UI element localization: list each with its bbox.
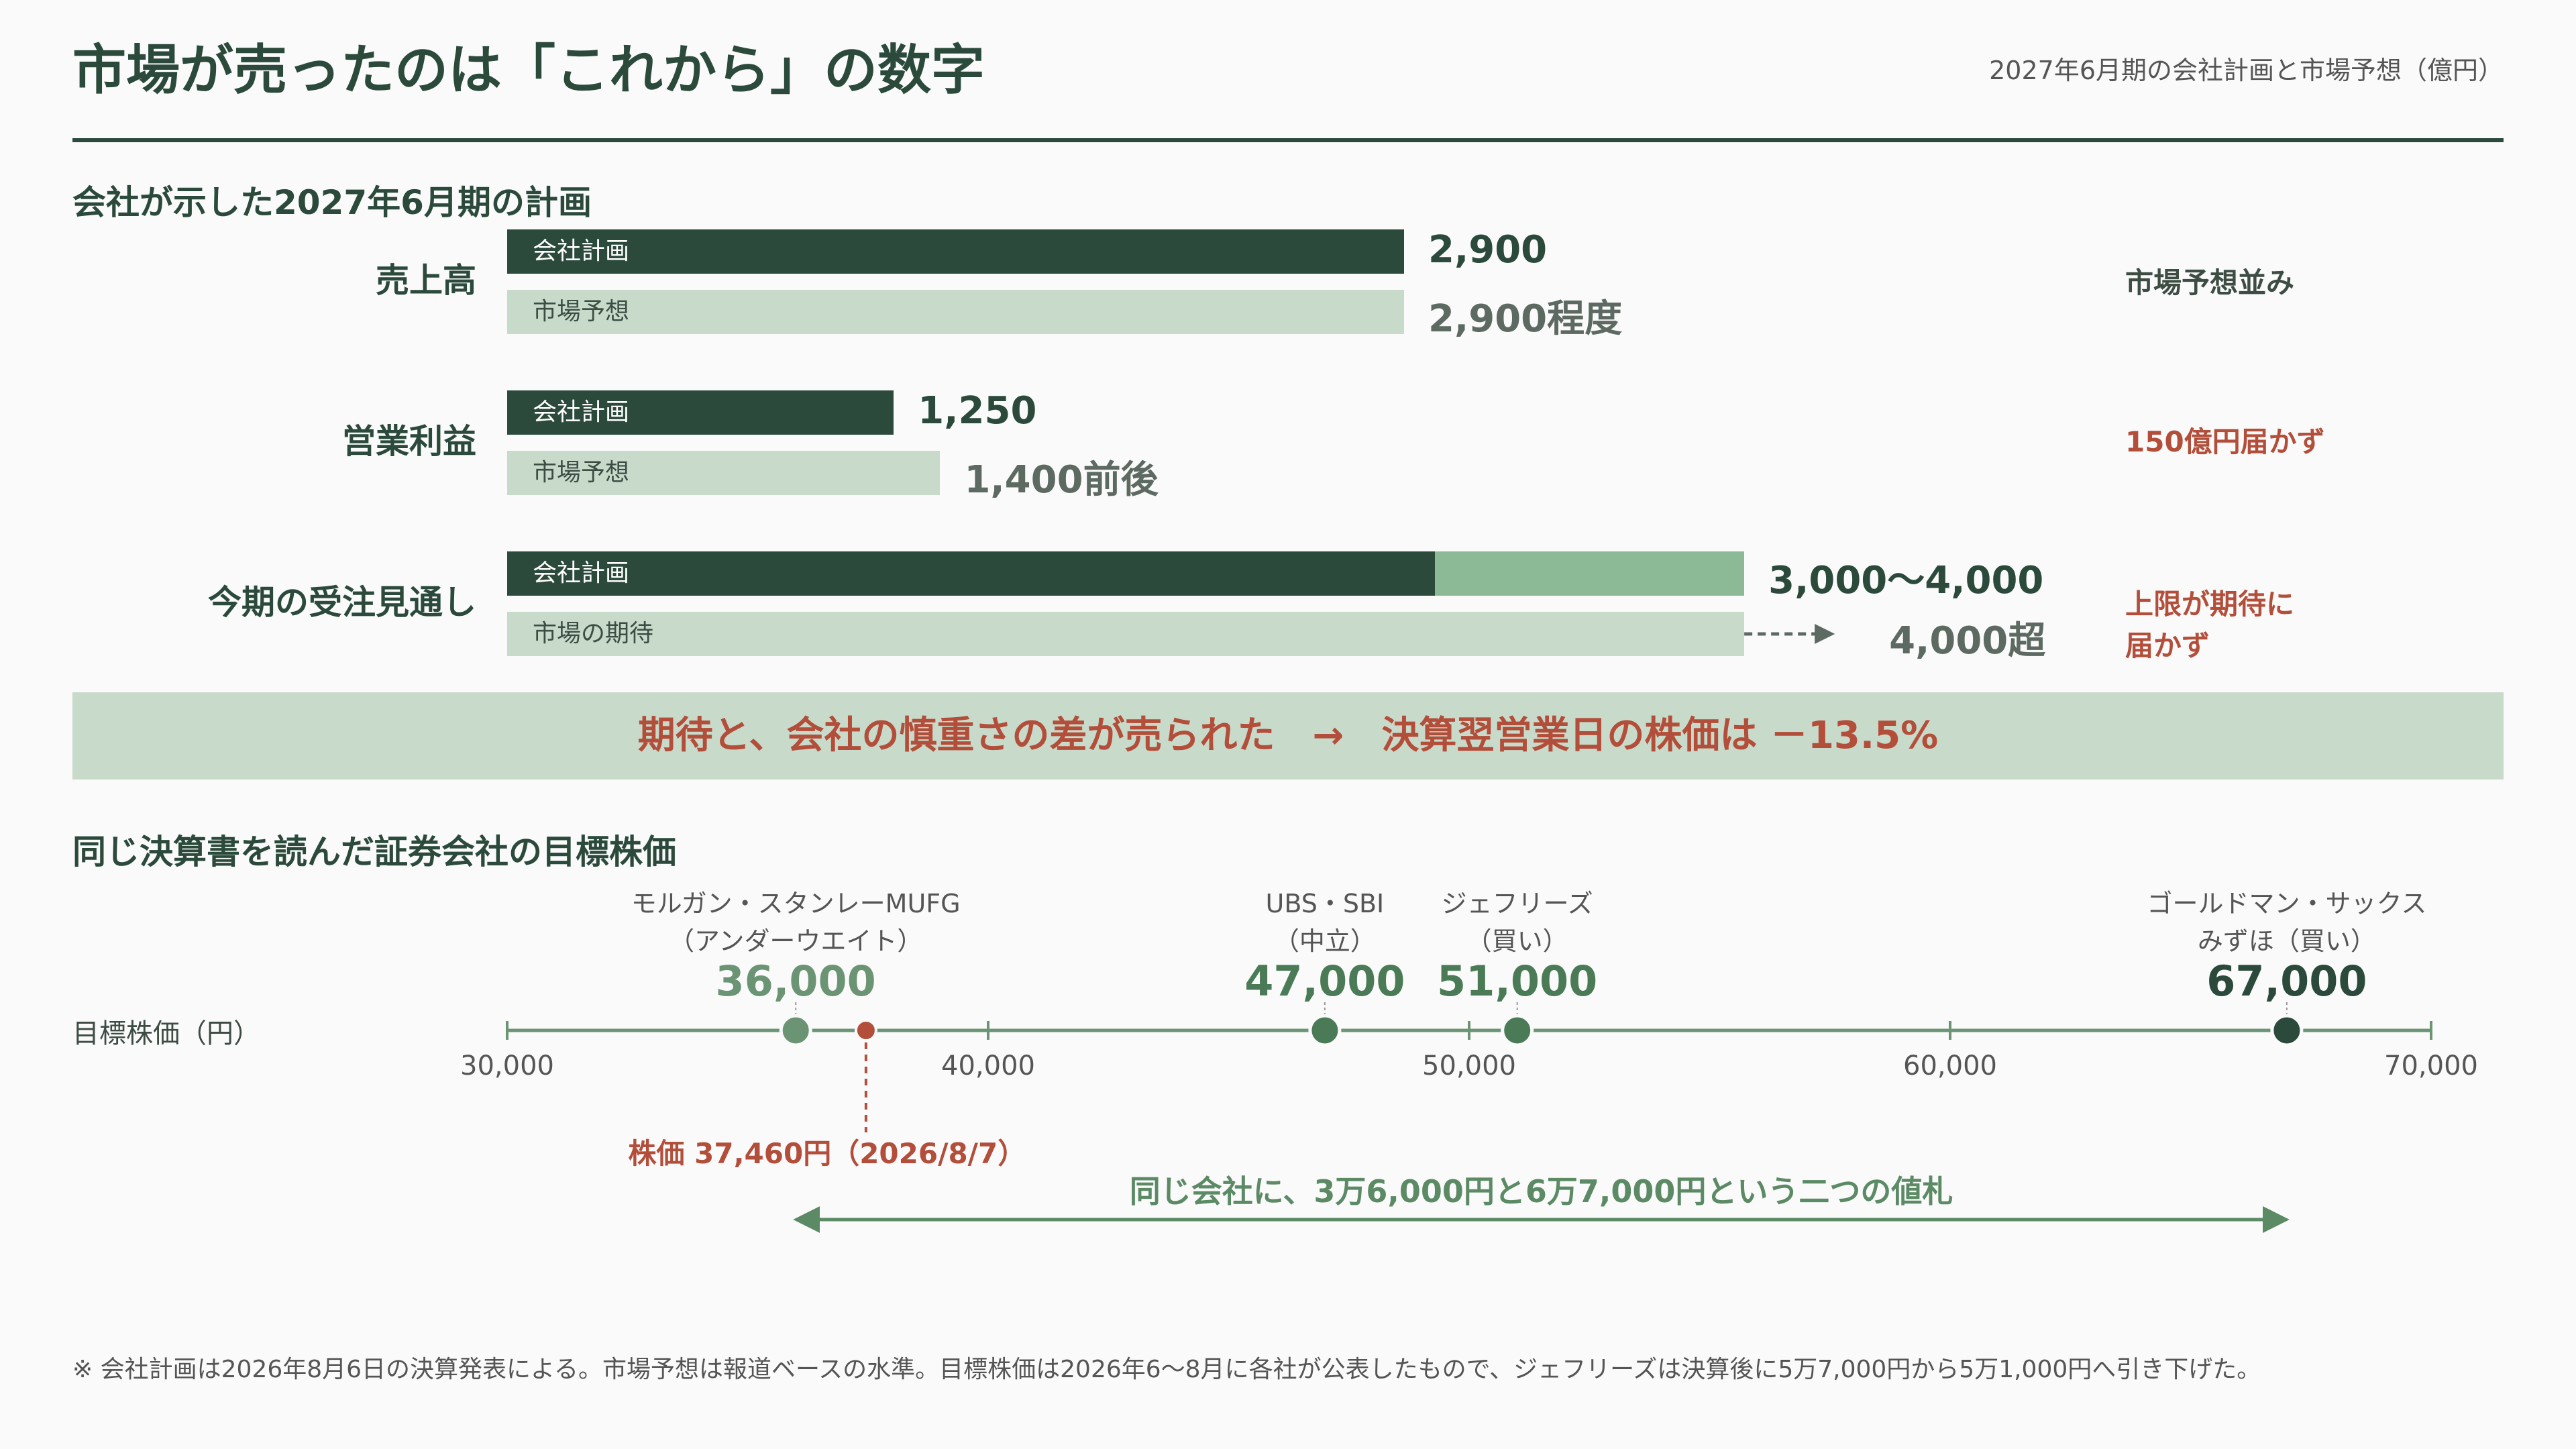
comparison-note: 上限が期待に 届かず <box>2125 588 2295 662</box>
plan-value-label: 2,900 <box>1428 228 1548 272</box>
plan-value-label: 1,250 <box>918 389 1037 433</box>
header-rule <box>72 138 2504 142</box>
target-value-label: 47,000 <box>1244 957 1405 1006</box>
metric-label: 営業利益 <box>342 422 476 461</box>
axis-tick-label: 70,000 <box>2384 1051 2478 1081</box>
summary-banner: 期待と、会社の慎重さの差が売られた → 決算翌営業日の株価は －13.5% <box>72 692 2504 780</box>
page-title: 市場が売ったのは「これから」の数字 <box>72 39 985 101</box>
plan-value-label: 3,000〜4,000 <box>1768 559 2044 602</box>
market-bar: 市場予想 <box>507 290 1404 334</box>
firm-name: ジェフリーズ <box>1441 889 1593 918</box>
footnote: ※ 会社計画は2026年8月6日の決算発表による。市場予想は報道ベースの水準。目… <box>72 1356 2261 1383</box>
market-bar: 市場予想 <box>507 451 941 495</box>
target-value-label: 36,000 <box>715 957 876 1006</box>
firm-rating: みずほ（買い） <box>2197 926 2376 956</box>
market-value-label: 2,900程度 <box>1428 297 1623 341</box>
plan-bar-label: 会社計画 <box>533 559 630 587</box>
metric-label: 今期の受注見通し <box>208 583 476 622</box>
target-point <box>779 1014 812 1047</box>
market-bar: 市場の期待 <box>507 612 1745 656</box>
firm-rating: （中立） <box>1273 926 1376 956</box>
summary-banner-text: 期待と、会社の慎重さの差が売られた → 決算翌営業日の株価は －13.5% <box>637 714 1939 757</box>
firm-name: UBS・SBI <box>1265 889 1385 918</box>
plan-bar: 会社計画 <box>507 390 894 435</box>
firm-rating: （アンダーウエイト） <box>668 926 923 956</box>
target-point <box>1308 1014 1342 1047</box>
axis-tick-label: 30,000 <box>460 1051 554 1081</box>
firm-name: ゴールドマン・サックス <box>2147 889 2427 918</box>
comparison-note: 市場予想並み <box>2125 266 2295 299</box>
target-value-label: 51,000 <box>1437 957 1598 1006</box>
target-value-label: 67,000 <box>2206 957 2367 1006</box>
market-value-label: 1,400前後 <box>964 458 1159 502</box>
plan-bar: 会社計画 <box>507 229 1404 274</box>
target-point <box>1501 1014 1534 1047</box>
axis-tick-label: 40,000 <box>941 1051 1035 1081</box>
comparison-note: 150億円届かず <box>2125 425 2325 458</box>
plan-bar: 会社計画 <box>507 551 1436 596</box>
target-point <box>2270 1014 2304 1047</box>
market-bar-label: 市場予想 <box>533 459 630 486</box>
price-marker <box>854 1019 877 1042</box>
axis-tick-label: 50,000 <box>1422 1051 1516 1081</box>
range-label: 同じ会社に、3万6,000円と6万7,000円という二つの値札 <box>1129 1173 1953 1210</box>
firm-name: モルガン・スタンレーMUFG <box>631 889 961 918</box>
plan-bar-label: 会社計画 <box>533 398 630 426</box>
market-value-label: 4,000超 <box>1889 619 2046 663</box>
metric-label: 売上高 <box>376 261 476 300</box>
price-label: 株価 37,460円（2026/8/7） <box>628 1137 1026 1170</box>
market-bar-label: 市場予想 <box>533 298 630 325</box>
firm-rating: （買い） <box>1466 926 1568 956</box>
market-bar-label: 市場の期待 <box>533 620 654 647</box>
axis-tick-label: 60,000 <box>1903 1051 1997 1081</box>
section-heading-targets: 同じ決算書を読んだ証券会社の目標株価 <box>72 833 676 871</box>
plan-bar-label: 会社計画 <box>533 237 630 265</box>
page-subtitle: 2027年6月期の会社計画と市場予想（億円） <box>1989 56 2504 85</box>
axis-title: 目標株価（円） <box>72 1018 260 1049</box>
section-heading-plan: 会社が示した2027年6月期の計画 <box>72 183 592 222</box>
